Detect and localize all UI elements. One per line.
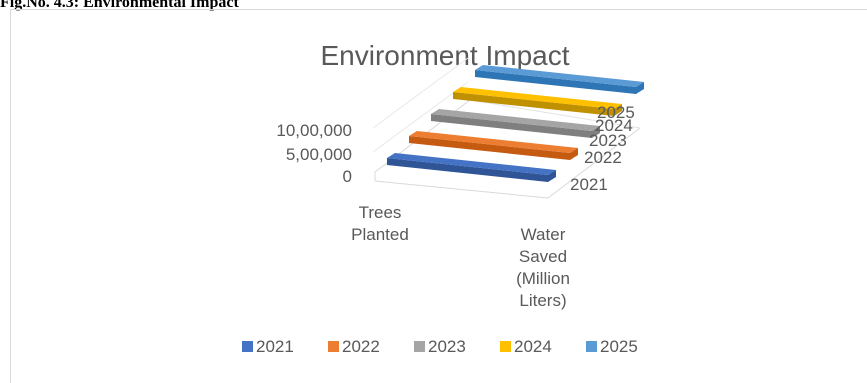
depth-axis-label: 2021	[570, 175, 608, 194]
svg-text:2024: 2024	[514, 337, 552, 356]
legend-item-2023: 2023	[414, 337, 466, 356]
chart-title: Environment Impact	[321, 40, 570, 71]
y-tick-label: 0	[343, 167, 352, 186]
legend-item-2025: 2025	[586, 337, 638, 356]
bar-series-2024	[453, 87, 622, 116]
svg-text:2023: 2023	[428, 337, 466, 356]
figure-caption: Fig.No. 4.3: Environmental Impact	[0, 0, 239, 11]
y-tick-label: 5,00,000	[286, 145, 352, 164]
depth-axis-label: 2022	[584, 148, 622, 167]
legend-item-2024: 2024	[500, 337, 552, 356]
chart-frame	[10, 9, 867, 383]
svg-text:2025: 2025	[600, 337, 638, 356]
bar-series-2023	[431, 109, 600, 138]
svg-text:2021: 2021	[256, 337, 294, 356]
bar-series-2025	[475, 65, 644, 94]
depth-axis-label: 2023	[589, 131, 627, 150]
legend-item-2021: 2021	[242, 337, 294, 356]
bar-series-2021	[387, 153, 556, 182]
category-label: Water Saved (Million Liters)	[516, 225, 570, 310]
y-tick-label: 10,00,000	[276, 121, 352, 140]
depth-axis-label: 2025	[597, 103, 635, 122]
svg-text:2022: 2022	[342, 337, 380, 356]
depth-axis-label: 2024	[595, 116, 633, 135]
legend-item-2022: 2022	[328, 337, 380, 356]
category-label: Trees Planted	[351, 203, 409, 244]
bar-series-2022	[409, 131, 578, 160]
